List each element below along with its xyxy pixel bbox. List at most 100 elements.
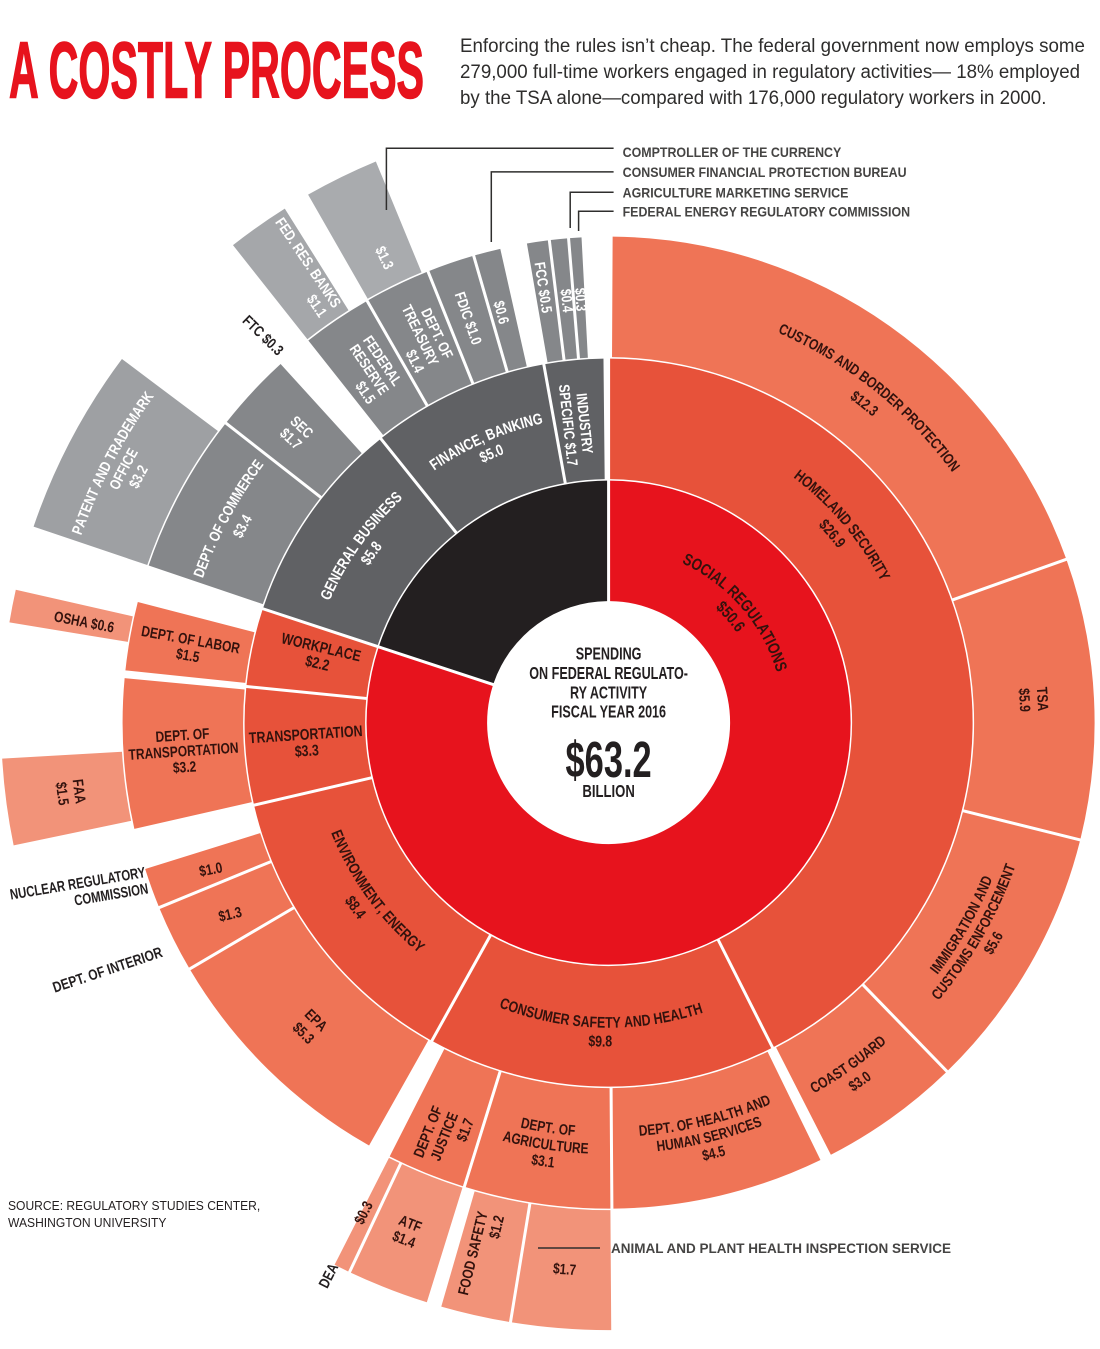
- svg-text:T: T: [662, 1119, 672, 1137]
- svg-text:$1.5: $1.5: [175, 645, 201, 666]
- svg-text:E: E: [597, 1013, 606, 1031]
- svg-text:M: M: [541, 1006, 555, 1025]
- svg-text:R: R: [519, 1132, 531, 1150]
- svg-text:AGRICULTURE MARKETING SERVICE: AGRICULTURE MARKETING SERVICE: [623, 185, 849, 201]
- svg-text:S: S: [572, 1011, 582, 1029]
- svg-text:A: A: [70, 785, 88, 796]
- svg-text:9: 9: [595, 1032, 603, 1050]
- svg-text:H: H: [694, 1113, 706, 1131]
- svg-text:.: .: [602, 1032, 606, 1050]
- svg-text:.: .: [1016, 701, 1033, 705]
- svg-text:I: I: [732, 1121, 740, 1138]
- svg-text:E: E: [709, 1126, 721, 1144]
- svg-text:P: P: [654, 1120, 664, 1137]
- svg-text:L: L: [718, 1106, 730, 1124]
- svg-text:$3.3: $3.3: [294, 741, 319, 760]
- svg-text:$2.2: $2.2: [304, 652, 332, 675]
- svg-text:E: E: [647, 1121, 657, 1138]
- svg-text:$0.6: $0.6: [490, 299, 512, 326]
- svg-text:L: L: [548, 1137, 557, 1154]
- svg-text:.: .: [54, 794, 71, 800]
- svg-text:T: T: [544, 1119, 554, 1137]
- svg-text:O: O: [558, 1121, 569, 1138]
- svg-text:C: C: [531, 1134, 542, 1152]
- svg-text:E: E: [580, 1140, 589, 1157]
- svg-text:E: E: [528, 1116, 539, 1134]
- svg-text:A: A: [682, 1133, 694, 1151]
- svg-text:9: 9: [1017, 705, 1034, 713]
- svg-text:4: 4: [707, 1145, 718, 1163]
- svg-text:.: .: [551, 1120, 557, 1137]
- svg-text:RY ACTIVITY: RY ACTIVITY: [570, 683, 648, 703]
- svg-text:.: .: [713, 1144, 720, 1161]
- svg-text:I: I: [117, 460, 133, 471]
- svg-text:I: I: [869, 558, 886, 570]
- svg-text:A: A: [623, 1012, 633, 1030]
- svg-text:U: U: [532, 1004, 545, 1023]
- svg-text:DEPT. OF: DEPT. OF: [155, 725, 210, 745]
- svg-text:N: N: [522, 411, 535, 430]
- svg-text:F: F: [589, 1013, 598, 1031]
- svg-text:COMPTROLLER OF THE CURRENCY: COMPTROLLER OF THE CURRENCY: [623, 144, 842, 160]
- svg-text:$3.2: $3.2: [172, 758, 197, 776]
- svg-text:D: D: [638, 1122, 648, 1139]
- svg-text:U: U: [664, 1136, 675, 1154]
- svg-text:D: D: [640, 1010, 651, 1029]
- svg-text:$1.2: $1.2: [486, 1213, 508, 1240]
- svg-text:$: $: [1016, 688, 1033, 696]
- svg-text:7: 7: [569, 1261, 577, 1278]
- svg-text:I: I: [959, 915, 975, 926]
- svg-text:$: $: [588, 1032, 596, 1050]
- svg-text:.: .: [490, 443, 500, 461]
- svg-text:R: R: [559, 1010, 570, 1029]
- svg-text:$1.3: $1.3: [217, 903, 244, 924]
- svg-text:D: D: [519, 1115, 531, 1133]
- svg-text:,: ,: [476, 429, 486, 447]
- svg-text:E: E: [661, 1007, 673, 1026]
- svg-text:1: 1: [53, 788, 70, 797]
- svg-text:G: G: [510, 1130, 523, 1148]
- svg-text:1: 1: [547, 1154, 556, 1171]
- svg-text:A COSTLY PROCESS: A COSTLY PROCESS: [9, 26, 424, 115]
- svg-text:5: 5: [716, 1142, 727, 1160]
- svg-text:I: I: [761, 636, 779, 648]
- svg-text:$: $: [701, 1146, 712, 1164]
- svg-text:T: T: [605, 1013, 613, 1031]
- svg-text:5: 5: [1016, 695, 1033, 703]
- svg-text:U: U: [539, 1135, 550, 1153]
- svg-text:BILLION: BILLION: [582, 782, 634, 801]
- svg-text:WASHINGTON UNIVERSITY: WASHINGTON UNIVERSITY: [8, 1216, 167, 1230]
- svg-text:TRANSPORTATION: TRANSPORTATION: [128, 739, 239, 763]
- svg-text:Enforcing the rules isn’t chea: Enforcing the rules isn’t cheap. The fed…: [460, 36, 1085, 57]
- svg-text:U: U: [563, 1138, 573, 1155]
- svg-text:F: F: [684, 1115, 694, 1133]
- svg-text:H: H: [656, 1137, 667, 1155]
- svg-text:.: .: [203, 540, 219, 550]
- svg-text:$1.0: $1.0: [198, 859, 224, 880]
- svg-text:N: N: [632, 1012, 643, 1030]
- svg-text:8: 8: [605, 1032, 612, 1050]
- svg-text:SOURCE: REGULATORY STUDIES CEN: SOURCE: REGULATORY STUDIES CENTER,: [8, 1199, 260, 1213]
- svg-text:Y: Y: [612, 1013, 621, 1031]
- svg-text:ANIMAL AND PLANT HEALTH INSPEC: ANIMAL AND PLANT HEALTH INSPECTION SERVI…: [611, 1241, 951, 1256]
- svg-text:.: .: [236, 518, 252, 529]
- svg-text:R: R: [571, 1139, 581, 1156]
- svg-text:by the TSA alone—compared with: by the TSA alone—compared with 176,000 r…: [460, 88, 1046, 109]
- svg-text:A: A: [71, 794, 89, 805]
- svg-text:3: 3: [537, 1152, 546, 1169]
- svg-text:A: A: [1034, 702, 1051, 711]
- svg-text:$0.3: $0.3: [572, 287, 590, 312]
- svg-text:CONSUMER FINANCIAL PROTECTION: CONSUMER FINANCIAL PROTECTION BUREAU: [623, 165, 907, 181]
- svg-text:T: T: [1033, 686, 1050, 695]
- svg-text:G: G: [531, 409, 544, 428]
- svg-text:.: .: [402, 1232, 411, 1249]
- svg-text:5: 5: [55, 797, 72, 806]
- svg-text:I: I: [338, 849, 355, 860]
- svg-text:I: I: [518, 414, 526, 432]
- svg-text:INDUSTRY: INDUSTRY: [573, 392, 596, 454]
- svg-text:F: F: [567, 1122, 576, 1139]
- svg-text:P: P: [536, 1118, 547, 1136]
- svg-text:F: F: [69, 778, 86, 787]
- svg-text:T: T: [555, 1138, 565, 1155]
- svg-text:$: $: [53, 781, 70, 790]
